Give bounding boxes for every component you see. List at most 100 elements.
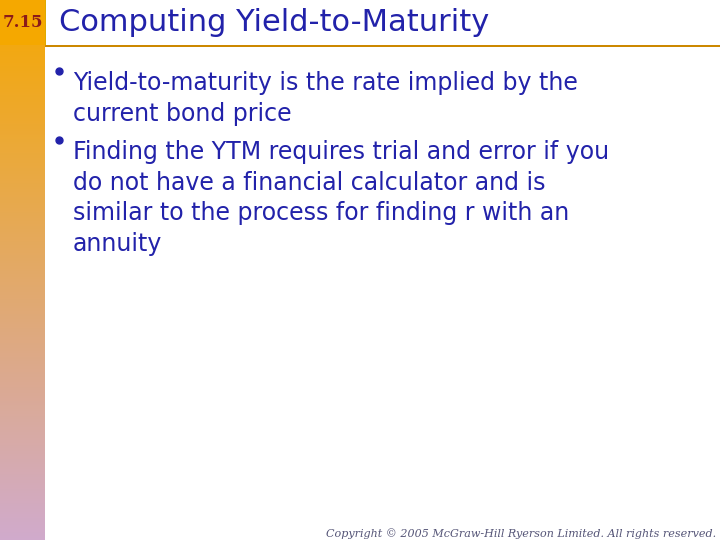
Bar <box>0 153 45 154</box>
Bar <box>0 530 45 531</box>
Bar <box>0 220 45 221</box>
Bar <box>0 149 45 150</box>
Bar <box>0 210 45 211</box>
Bar <box>0 230 45 231</box>
Bar <box>190 518 191 540</box>
Bar <box>141 518 142 540</box>
Bar <box>317 518 318 540</box>
Bar <box>585 0 586 12</box>
Bar <box>72 518 73 540</box>
Bar <box>314 518 315 540</box>
Bar <box>288 0 289 12</box>
Bar <box>0 332 45 333</box>
Bar <box>457 0 458 12</box>
Bar <box>716 0 717 12</box>
Bar <box>0 38 45 39</box>
Bar <box>700 518 701 540</box>
Bar <box>700 0 701 12</box>
Bar <box>203 518 204 540</box>
Bar <box>309 0 310 12</box>
Bar <box>157 518 158 540</box>
Bar <box>580 518 581 540</box>
Bar <box>0 522 45 523</box>
Bar <box>0 48 45 49</box>
Bar <box>336 0 337 12</box>
Bar <box>288 518 289 540</box>
Bar <box>489 518 490 540</box>
Bar <box>0 339 45 340</box>
Bar <box>394 0 395 12</box>
Bar <box>471 518 472 540</box>
Bar <box>329 518 330 540</box>
Bar <box>80 518 81 540</box>
Text: Yield-to-maturity is the rate implied by the
current bond price: Yield-to-maturity is the rate implied by… <box>73 71 578 126</box>
Bar <box>0 412 45 413</box>
Bar <box>98 518 99 540</box>
Bar <box>82 518 83 540</box>
Bar <box>0 489 45 490</box>
Bar <box>626 518 627 540</box>
Bar <box>274 518 275 540</box>
Bar <box>162 0 163 12</box>
Bar <box>368 518 369 540</box>
Bar <box>20 518 21 540</box>
Bar <box>556 0 557 12</box>
Bar <box>703 0 704 12</box>
Bar <box>683 518 684 540</box>
Bar <box>0 366 45 367</box>
Bar <box>134 518 135 540</box>
Bar <box>648 0 649 12</box>
Bar <box>612 0 613 12</box>
Bar <box>0 4 45 5</box>
Bar <box>0 276 45 277</box>
Bar <box>238 518 239 540</box>
Bar <box>39 0 40 12</box>
Bar <box>0 213 45 214</box>
Bar <box>278 0 279 12</box>
Bar <box>325 518 326 540</box>
Bar <box>0 56 45 57</box>
Bar <box>295 518 296 540</box>
Bar <box>0 513 45 514</box>
Bar <box>629 518 630 540</box>
Bar <box>0 289 45 290</box>
Bar <box>570 0 571 12</box>
Bar <box>129 0 130 12</box>
Bar <box>0 35 45 36</box>
Bar <box>0 154 45 155</box>
Bar <box>192 0 193 12</box>
Bar <box>102 0 103 12</box>
Bar <box>236 518 237 540</box>
Bar <box>0 37 45 38</box>
Bar <box>245 518 246 540</box>
Bar <box>598 518 599 540</box>
Bar <box>434 518 435 540</box>
Bar <box>307 0 308 12</box>
Bar <box>519 0 520 12</box>
Bar <box>181 0 182 12</box>
Bar <box>0 176 45 177</box>
Bar <box>465 0 466 12</box>
Bar <box>509 0 510 12</box>
Bar <box>399 518 400 540</box>
Bar <box>0 442 45 443</box>
Bar <box>635 518 636 540</box>
Bar <box>525 518 526 540</box>
Bar <box>144 0 145 12</box>
Bar <box>0 384 45 385</box>
Bar <box>90 0 91 12</box>
Bar <box>0 6 45 7</box>
Bar <box>692 518 693 540</box>
Bar <box>292 518 293 540</box>
Bar <box>176 518 177 540</box>
Bar <box>493 518 494 540</box>
Bar <box>521 518 522 540</box>
Bar <box>298 518 299 540</box>
Bar <box>486 518 487 540</box>
Bar <box>0 92 45 93</box>
Bar <box>329 0 330 12</box>
Bar <box>0 396 45 397</box>
Bar <box>507 0 508 12</box>
Bar <box>0 380 45 381</box>
Bar <box>546 518 547 540</box>
